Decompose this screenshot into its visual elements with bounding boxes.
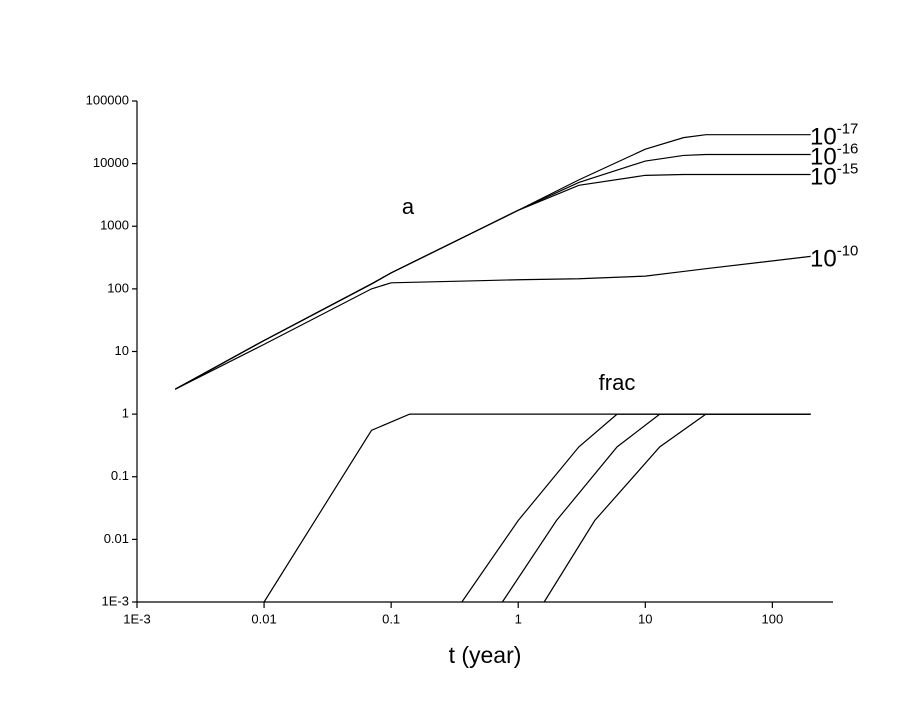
series-label-exponent: -17 — [837, 121, 859, 138]
series-line — [501, 413, 811, 603]
x-tick-label: 1 — [515, 611, 522, 626]
series-label-base: 10 — [810, 245, 837, 272]
series-line — [174, 153, 811, 390]
x-tick-label: 0.1 — [382, 611, 400, 626]
series-label: 10-17 — [810, 121, 858, 151]
x-tick-label: 10 — [638, 611, 652, 626]
series-label: 10-10 — [810, 242, 858, 272]
x-axis-label: t (year) — [449, 642, 522, 668]
series-label-base: 10 — [810, 124, 837, 151]
x-tick-label: 0.01 — [251, 611, 276, 626]
series-label-base: 10 — [810, 164, 837, 191]
y-tick-label: 10000 — [93, 155, 129, 170]
series-label-exponent: -16 — [837, 140, 859, 157]
series-label-base: 10 — [810, 143, 837, 170]
series-label: 10-15 — [810, 161, 858, 191]
y-tick-label: 100000 — [86, 92, 129, 107]
series-line — [543, 413, 811, 603]
series-label-exponent: -10 — [837, 242, 859, 259]
y-tick-label: 1E-3 — [102, 593, 129, 608]
x-tick-label: 100 — [762, 611, 784, 626]
series-line — [174, 173, 811, 390]
x-tick-label: 1E-3 — [123, 611, 150, 626]
annotation: a — [402, 194, 415, 219]
y-tick-label: 1000 — [100, 218, 129, 233]
annotation: frac — [599, 370, 636, 395]
y-tick-label: 100 — [107, 280, 129, 295]
y-tick-label: 1 — [122, 406, 129, 421]
series-line — [263, 413, 811, 603]
series-label-exponent: -15 — [837, 161, 859, 178]
series-line — [174, 134, 811, 390]
series-line — [461, 413, 811, 603]
y-tick-label: 0.1 — [111, 468, 129, 483]
y-tick-label: 10 — [115, 343, 129, 358]
y-tick-label: 0.01 — [104, 531, 129, 546]
series-label: 10-16 — [810, 140, 858, 170]
series-line — [174, 255, 811, 390]
